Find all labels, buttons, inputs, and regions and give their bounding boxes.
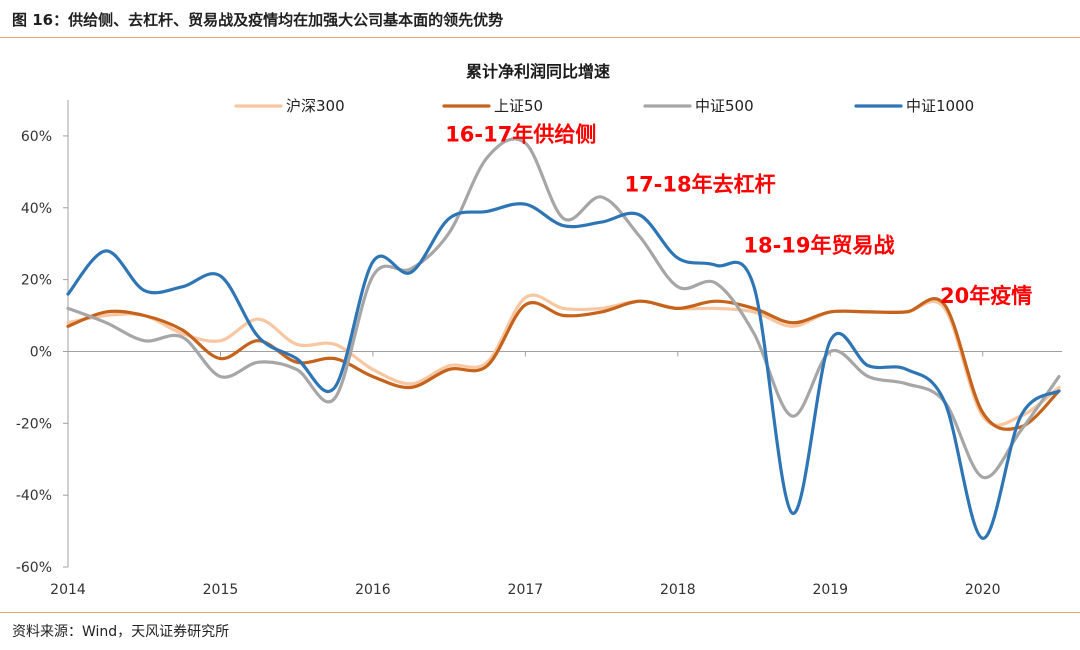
annotation-label: 20年疫情: [940, 284, 1032, 308]
bottom-divider: [0, 612, 1080, 613]
legend-label: 沪深300: [286, 97, 345, 115]
y-tick-label: -40%: [16, 488, 52, 504]
source-note: 资料来源：Wind，天风证券研究所: [12, 624, 230, 640]
legend-label: 中证1000: [906, 97, 974, 115]
x-tick-label: 2016: [355, 582, 391, 598]
annotations: 16-17年供给侧 17-18年去杠杆 18-19年贸易战 20年疫情: [445, 122, 1032, 308]
series-line-2: [66, 297, 1061, 431]
chart-title: 累计净利润同比增速: [466, 62, 610, 81]
y-tick-label: 60%: [21, 129, 52, 145]
line-chart: 累计净利润同比增速 沪深300 上证50 中证500 中证1000 -60%-40%-…: [16, 62, 1062, 598]
legend-label: 上证50: [494, 97, 543, 115]
x-tick-label: 2014: [50, 582, 86, 598]
legend-label: 中证500: [695, 97, 754, 115]
y-tick-label: -60%: [16, 560, 52, 576]
y-tick-label: 40%: [21, 201, 52, 217]
series-line-4: [66, 202, 1061, 540]
x-tick-label: 2017: [508, 582, 544, 598]
series-line-3: [66, 137, 1061, 480]
legend: 沪深300 上证50 中证500 中证1000: [234, 97, 974, 115]
top-divider: [0, 37, 1080, 38]
series-layer: [66, 137, 1061, 540]
x-tick-label: 2018: [660, 582, 696, 598]
x-tick-label: 2020: [965, 582, 1001, 598]
annotation-label: 18-19年贸易战: [743, 234, 894, 258]
x-tick-label: 2015: [203, 582, 239, 598]
figure-title: 图 16：供给侧、去杠杆、贸易战及疫情均在加强大公司基本面的领先优势: [12, 11, 504, 29]
y-tick-label: 0%: [30, 344, 52, 360]
axes: -60% -40% -20% 0% 20% 40% 60% 2014 2015 2016 2017 2…: [16, 100, 1062, 598]
y-tick-label: 20%: [21, 273, 52, 289]
annotation-label: 16-17年供给侧: [445, 122, 596, 146]
x-tick-label: 2019: [812, 582, 848, 598]
annotation-label: 17-18年去杠杆: [624, 173, 775, 197]
y-tick-label: -20%: [16, 416, 52, 432]
